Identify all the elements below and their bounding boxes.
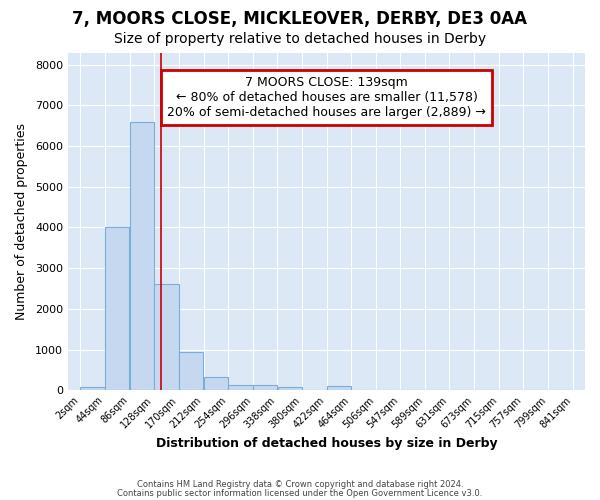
Bar (179, 352, 203, 390)
Text: 7 MOORS CLOSE: 139sqm
← 80% of detached houses are smaller (11,578)
20% of semi-: 7 MOORS CLOSE: 139sqm ← 80% of detached … (167, 76, 486, 119)
Bar (278, 387, 302, 390)
Text: Size of property relative to detached houses in Derby: Size of property relative to detached ho… (114, 32, 486, 46)
Bar (80, 387, 105, 390)
X-axis label: Distribution of detached houses by size in Derby: Distribution of detached houses by size … (155, 437, 497, 450)
Bar (203, 377, 228, 390)
Bar (327, 386, 351, 390)
Bar (229, 385, 253, 390)
Y-axis label: Number of detached properties: Number of detached properties (15, 123, 28, 320)
Bar (105, 228, 130, 390)
Bar (253, 386, 277, 390)
Text: Contains public sector information licensed under the Open Government Licence v3: Contains public sector information licen… (118, 488, 482, 498)
Text: 7, MOORS CLOSE, MICKLEOVER, DERBY, DE3 0AA: 7, MOORS CLOSE, MICKLEOVER, DERBY, DE3 0… (73, 10, 527, 28)
Bar (154, 284, 179, 390)
Bar (130, 122, 154, 390)
Text: Contains HM Land Registry data © Crown copyright and database right 2024.: Contains HM Land Registry data © Crown c… (137, 480, 463, 489)
